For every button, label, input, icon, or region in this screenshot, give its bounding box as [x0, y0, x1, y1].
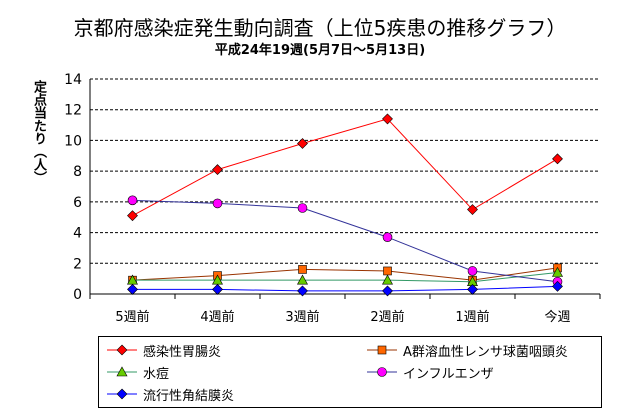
- data-point: [127, 210, 138, 222]
- data-point: [127, 283, 138, 295]
- data-point: [383, 266, 392, 276]
- y-tick-label: 10: [64, 133, 82, 149]
- y-tick-label: 6: [73, 195, 82, 211]
- y-tick-label: 2: [73, 256, 82, 272]
- y-tick-label: 14: [64, 72, 82, 88]
- x-tick-label: 2週前: [370, 309, 404, 325]
- data-point: [296, 274, 309, 285]
- data-point: [382, 285, 393, 297]
- legend-item: 水痘: [107, 362, 169, 382]
- data-point: [298, 265, 307, 274]
- legend-label: 流行性角結膜炎: [143, 388, 235, 404]
- y-tick-label: 4: [73, 226, 82, 242]
- legend-swatch: [107, 388, 137, 400]
- legend-item: 流行性角結膜炎: [107, 384, 234, 404]
- legend-label: A群溶血性レンサ球菌咽頭炎: [403, 344, 568, 360]
- series-line: [132, 272, 558, 283]
- series-line: [132, 199, 558, 283]
- legend-swatch-marker: [377, 345, 387, 355]
- series-5: [127, 280, 563, 297]
- data-point: [212, 164, 223, 176]
- legend-swatch: [107, 344, 137, 356]
- data-point: [382, 232, 393, 242]
- data-point: [297, 203, 308, 213]
- legend-swatch: [107, 366, 137, 377]
- chart-plot: 0 2 4 6 8 10 12 14 5週前 4週前 3週前 2週前 1週前 今週: [64, 72, 601, 325]
- x-tick-label: 1週前: [455, 309, 489, 325]
- legend-swatch: [367, 367, 397, 377]
- x-tick-label: 今週: [544, 309, 570, 325]
- legend-label: 感染性胃腸炎: [143, 344, 222, 360]
- x-tick-label: 3週前: [285, 309, 319, 325]
- series-line: [132, 267, 558, 281]
- series-line: [132, 285, 558, 292]
- legend-swatch-marker: [116, 388, 128, 400]
- series-1: [127, 113, 563, 222]
- legend-label: インフルエンザ: [403, 366, 494, 382]
- y-axis-label: 定点当たり（人）: [31, 80, 46, 184]
- data-point: [382, 113, 393, 125]
- data-point: [467, 266, 478, 276]
- chart-title: 京都府感染症発生動向調査（上位5疾患の推移グラフ）: [73, 16, 567, 40]
- x-tick-label: 4週前: [200, 309, 234, 325]
- series-4: [127, 195, 563, 287]
- data-point: [297, 285, 308, 297]
- data-point: [552, 280, 563, 292]
- data-point: [381, 274, 394, 285]
- legend-swatch-marker: [116, 344, 128, 356]
- data-point: [467, 204, 478, 215]
- legend-item: 感染性胃腸炎: [107, 340, 221, 360]
- y-tick-label: 8: [73, 164, 82, 180]
- legend-swatch-marker: [116, 366, 128, 377]
- data-point: [212, 283, 223, 295]
- legend-swatch: [367, 345, 397, 355]
- series-3: [126, 266, 564, 287]
- y-tick-label: 12: [64, 103, 82, 119]
- legend-label: 水痘: [143, 366, 170, 382]
- legend-item: A群溶血性レンサ球菌咽頭炎: [367, 340, 568, 360]
- y-tick-label: 0: [73, 287, 82, 303]
- data-point: [212, 198, 223, 209]
- legend-swatch-marker: [377, 367, 387, 377]
- data-point: [552, 153, 563, 165]
- data-point: [467, 283, 478, 295]
- legend-item: インフルエンザ: [367, 362, 494, 382]
- data-point: [551, 266, 564, 277]
- chart-subtitle: 平成24年19週(5月7日〜5月13日): [214, 43, 426, 58]
- legend: 感染性胃腸炎 A群溶血性レンサ球菌咽頭炎水痘 インフルエンザ流行性角結膜炎: [98, 336, 602, 408]
- series-line: [132, 118, 558, 217]
- data-point: [127, 195, 138, 206]
- data-point: [297, 138, 308, 149]
- x-tick-label: 5週前: [115, 309, 149, 325]
